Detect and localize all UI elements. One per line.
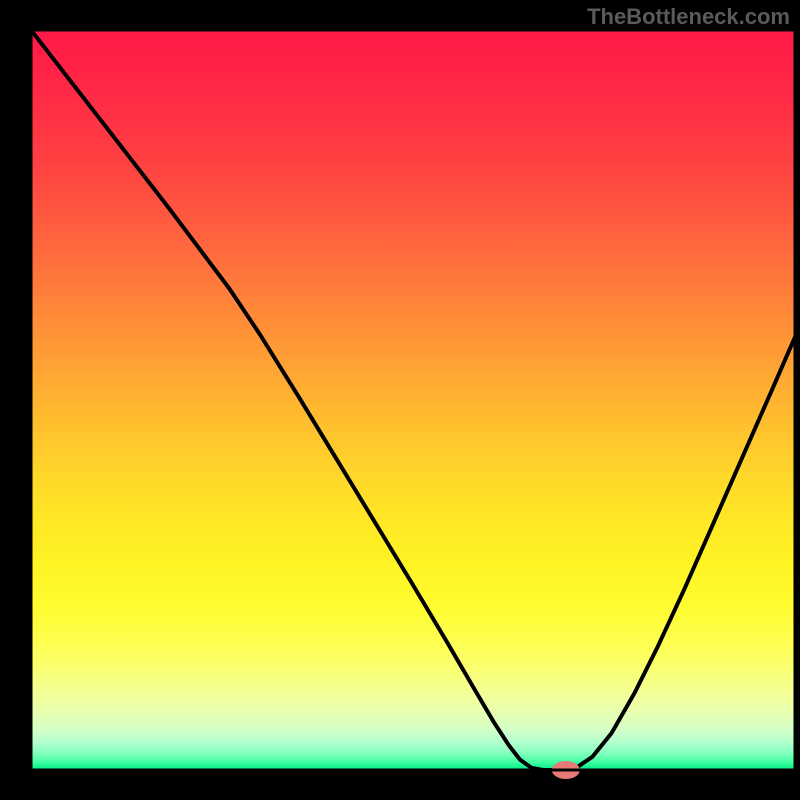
- watermark-text: TheBottleneck.com: [587, 4, 790, 29]
- chart-svg: TheBottleneck.com: [0, 0, 800, 800]
- plot-area: [31, 30, 795, 770]
- bottleneck-chart: TheBottleneck.com: [0, 0, 800, 800]
